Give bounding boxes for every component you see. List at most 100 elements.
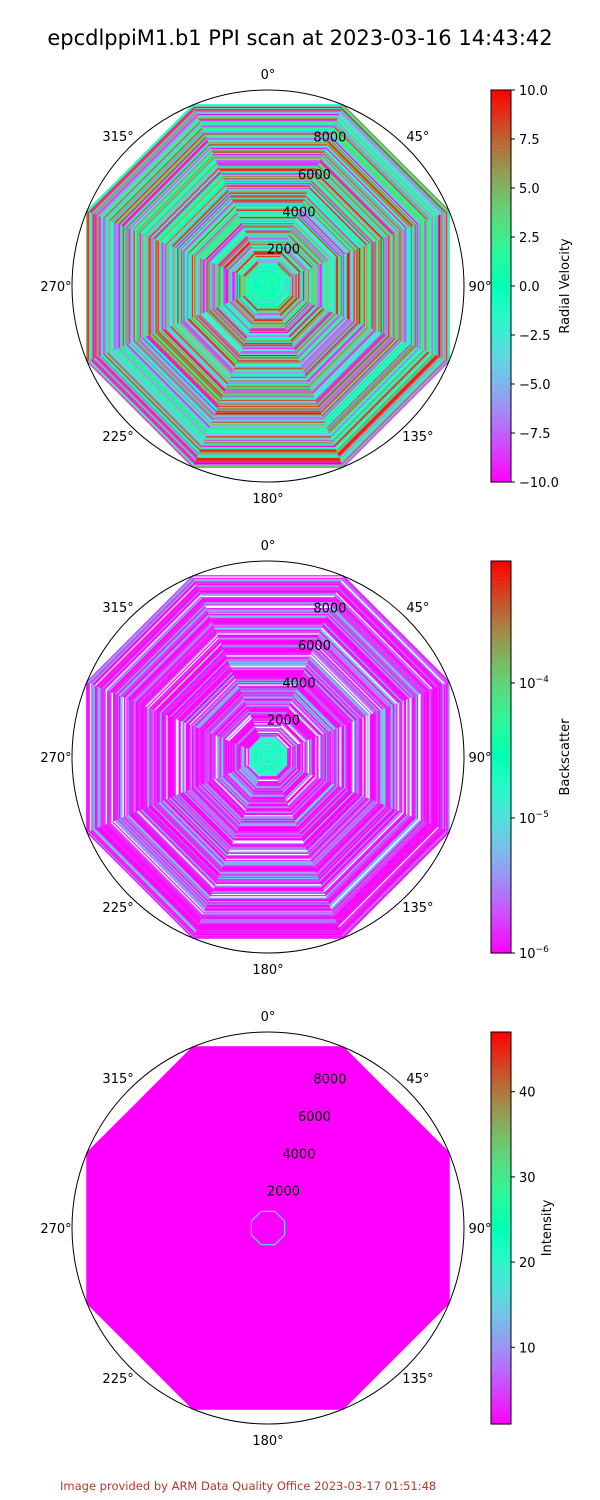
field-stripe	[310, 267, 312, 305]
field-stripe	[240, 691, 296, 693]
field-stripe	[231, 668, 305, 670]
field-stripe	[205, 606, 331, 609]
field-stripe	[373, 712, 375, 802]
field-stripe	[202, 441, 334, 443]
colorbar-swatch	[491, 711, 511, 716]
field-stripe	[209, 732, 212, 782]
field-stripe	[229, 193, 307, 196]
field-stripe	[286, 277, 288, 295]
colorbar-swatch	[491, 1103, 511, 1108]
field-stripe	[161, 241, 163, 331]
field-stripe	[211, 621, 325, 623]
colorbar-swatch	[491, 99, 511, 104]
colorbar-swatch	[491, 727, 511, 732]
colorbar-swatch	[491, 629, 511, 634]
colorbar-swatch	[491, 1348, 511, 1353]
field-stripe	[247, 805, 289, 807]
field-stripe	[230, 270, 232, 302]
field-stripe	[198, 451, 338, 454]
field-stripe	[367, 715, 369, 799]
field-stripe	[86, 681, 88, 833]
field-stripe	[112, 692, 115, 822]
colorbar-swatch	[491, 1306, 511, 1311]
field-stripe	[116, 694, 118, 820]
field-stripe	[121, 225, 123, 347]
field-stripe	[323, 262, 326, 310]
colorbar-swatch	[491, 1156, 511, 1160]
field-stripe	[202, 912, 334, 914]
colorbar-swatch	[491, 1211, 511, 1216]
field-stripe	[197, 116, 339, 118]
colorbar-swatch	[491, 1214, 511, 1219]
colorbar-swatch	[491, 1188, 511, 1193]
field-stripe	[190, 724, 192, 790]
colorbar-swatch	[491, 325, 511, 330]
field-stripe	[94, 213, 96, 359]
field-stripe	[440, 684, 442, 830]
colorbar-swatch	[491, 1139, 511, 1144]
field-stripe	[208, 141, 328, 144]
field-stripe	[95, 685, 98, 829]
field-stripe	[265, 752, 271, 754]
colorbar-swatch	[491, 1123, 511, 1128]
field-stripe	[204, 437, 332, 439]
field-stripe	[192, 937, 344, 939]
field-stripe	[363, 245, 366, 327]
field-stripe	[221, 868, 315, 870]
field-stripe	[372, 242, 374, 330]
field-stripe	[264, 749, 272, 752]
field-stripe	[129, 228, 132, 344]
colorbar-swatch	[491, 717, 511, 722]
field-stripe	[338, 256, 340, 316]
colorbar-swatch	[491, 868, 511, 872]
field-stripe	[392, 233, 395, 339]
field-stripe	[189, 724, 191, 790]
field-stripe	[179, 249, 181, 323]
field-stripe	[225, 857, 311, 859]
field-stripe	[383, 708, 385, 806]
colorbar-swatch	[491, 766, 511, 771]
field-stripe	[223, 863, 313, 866]
field-stripe	[219, 736, 221, 778]
colorbar-swatch	[491, 753, 511, 758]
field-stripe	[247, 748, 249, 766]
field-stripe	[430, 688, 432, 826]
field-stripe	[408, 227, 410, 345]
colorbar-swatch	[491, 129, 511, 134]
colorbar-swatch	[491, 152, 511, 156]
intensity-field	[86, 1046, 450, 1410]
field-stripe	[404, 699, 407, 815]
field-stripe	[157, 711, 160, 803]
field-stripe	[213, 153, 323, 156]
field-stripe	[225, 268, 227, 304]
colorbar-swatch	[491, 832, 511, 836]
field-stripe	[248, 330, 288, 333]
field-stripe	[203, 438, 333, 441]
field-stripe	[304, 270, 306, 302]
field-stripe	[149, 236, 151, 336]
field-stripe	[101, 216, 104, 356]
field-stripe	[216, 631, 320, 634]
colorbar-tick-label: −2.5	[519, 329, 551, 344]
field-stripe	[213, 625, 323, 628]
field-stripe	[228, 379, 308, 381]
field-stripe	[210, 424, 326, 426]
field-stripe	[164, 714, 167, 800]
colorbar-swatch	[491, 328, 511, 333]
field-stripe	[372, 713, 374, 801]
field-stripe	[437, 214, 440, 358]
field-stripe	[140, 233, 143, 339]
field-stripe	[196, 585, 340, 588]
field-stripe	[242, 275, 244, 297]
colorbar-swatch	[491, 1231, 511, 1236]
r-tick-label: 4000	[282, 205, 315, 220]
field-stripe	[242, 817, 294, 819]
colorbar-swatch	[491, 478, 511, 483]
field-stripe	[328, 260, 330, 312]
field-stripe	[237, 828, 299, 830]
field-stripe	[375, 711, 378, 803]
field-stripe	[247, 277, 249, 295]
field-stripe	[346, 723, 349, 791]
field-stripe	[90, 212, 93, 360]
r-tick-label: 6000	[298, 1110, 331, 1125]
